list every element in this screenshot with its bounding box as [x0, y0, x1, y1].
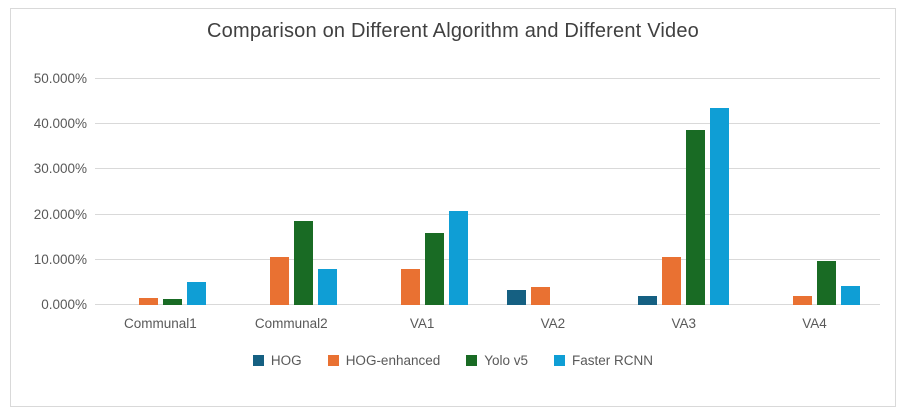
bar-faster-rcnn-va4[interactable] [841, 285, 861, 305]
legend-item-yolo-v5[interactable]: Yolo v5 [466, 353, 528, 368]
legend-label: HOG [270, 353, 302, 368]
bar-yolo-v5-va1[interactable] [424, 233, 444, 305]
bar-yolo-v5-va3[interactable] [686, 129, 706, 305]
legend-swatch-icon [252, 355, 264, 366]
y-tick-label: 30.000% [33, 161, 87, 177]
bar-hog-enhanced-communal1[interactable] [138, 297, 158, 305]
legend: HOG HOG-enhanced Yolo v5 Faster RCNN [11, 353, 895, 368]
bar-hog-enhanced-va4[interactable] [793, 295, 813, 305]
y-tick-label: 0.000% [41, 297, 87, 312]
bar-group-va4 [749, 79, 880, 305]
bar-group-communal1 [95, 79, 226, 305]
gridline-10 [95, 258, 880, 260]
chart-title: Comparison on Different Algorithm and Di… [207, 20, 699, 42]
gridline-30 [95, 168, 880, 170]
gridline-50 [95, 78, 880, 79]
bar-faster-rcnn-communal2[interactable] [317, 269, 337, 305]
bar-group-va2 [487, 79, 618, 305]
x-tick-label-va3: VA3 [671, 316, 696, 331]
bar-hog-enhanced-va2[interactable] [531, 287, 551, 305]
bar-groups [95, 79, 880, 305]
legend-label: Faster RCNN [572, 353, 654, 368]
bar-group-communal2 [226, 79, 357, 305]
bar-hog-enhanced-communal2[interactable] [269, 257, 289, 305]
bar-yolo-v5-communal1[interactable] [162, 299, 182, 305]
bar-hog-va2[interactable] [507, 290, 527, 305]
y-tick-label: 50.000% [33, 71, 87, 86]
x-tick-label-va2: VA2 [540, 316, 566, 331]
bar-hog-enhanced-va3[interactable] [662, 256, 682, 305]
bar-hog-enhanced-va1[interactable] [400, 269, 420, 305]
bar-faster-rcnn-communal1[interactable] [186, 281, 206, 305]
bar-group-va1 [357, 79, 488, 305]
x-tick-label-communal2: Communal2 [254, 316, 328, 331]
x-axis-labels: Communal1 Communal2 VA1 VA2 VA3 VA4 [95, 306, 880, 331]
y-tick-label: 20.000% [33, 206, 87, 222]
y-tick-label: 40.000% [33, 116, 87, 132]
legend-swatch-icon [466, 355, 478, 366]
x-tick-label-va4: VA4 [802, 316, 827, 331]
chart-card: Comparison on Different Algorithm and Di… [10, 8, 896, 407]
bar-group-va3 [618, 79, 749, 305]
bar-yolo-v5-communal2[interactable] [293, 220, 313, 305]
legend-item-hog[interactable]: HOG [252, 353, 302, 368]
y-tick-label: 10.000% [33, 251, 87, 267]
x-tick-label-communal1: Communal1 [124, 316, 197, 331]
legend-item-hog-enhanced[interactable]: HOG-enhanced [327, 353, 441, 368]
legend-swatch-icon [327, 355, 339, 366]
bar-faster-rcnn-va3[interactable] [710, 107, 730, 305]
gridline-40 [95, 123, 880, 125]
legend-label: Yolo v5 [484, 353, 529, 368]
x-axis-line [95, 304, 880, 305]
x-tick-label-va1: VA1 [409, 316, 435, 331]
gridline-20 [95, 213, 880, 215]
legend-swatch-icon [554, 355, 566, 366]
bar-yolo-v5-va4[interactable] [817, 261, 837, 305]
legend-item-faster-rcnn[interactable]: Faster RCNN [554, 353, 653, 368]
plot-area [95, 78, 880, 305]
legend-label: HOG-enhanced [345, 353, 441, 368]
bar-hog-va3[interactable] [638, 295, 658, 305]
bar-faster-rcnn-va1[interactable] [448, 210, 468, 305]
